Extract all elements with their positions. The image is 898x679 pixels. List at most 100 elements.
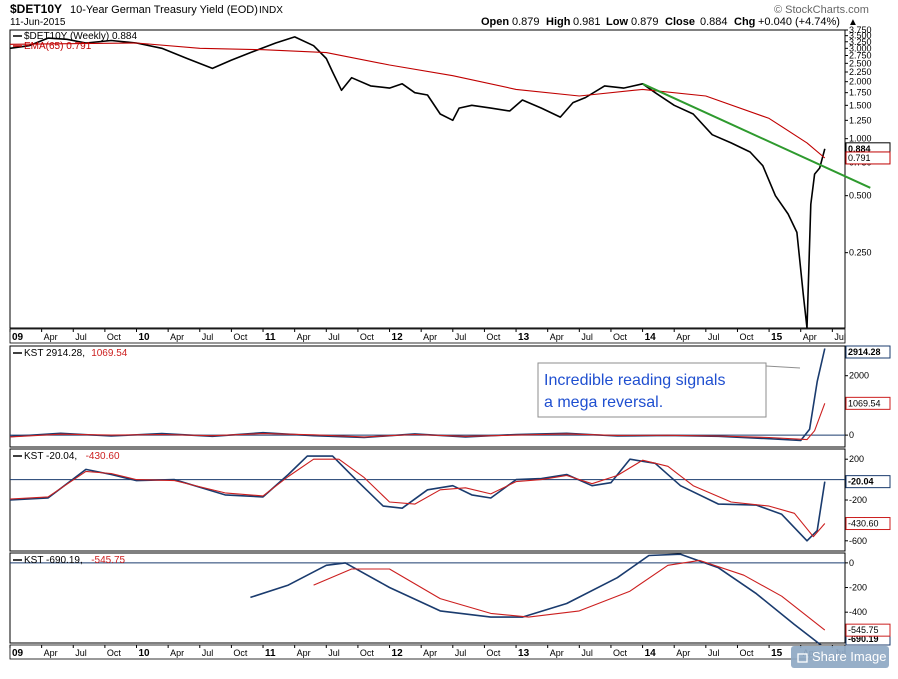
series-line-kst2-1 <box>9 458 826 538</box>
last-value-label: 2914.28 <box>848 347 881 357</box>
last-value-tag <box>845 345 891 359</box>
last-value-tag <box>845 623 891 637</box>
x-month-label: Jul <box>328 648 340 658</box>
series-line-kst3-1 <box>313 559 826 631</box>
annotation-line-2: a mega reversal. <box>544 394 663 411</box>
x-month-label: Jul <box>581 648 593 658</box>
x-month-label: Oct <box>233 648 248 658</box>
x-year-label: 13 <box>518 648 530 659</box>
panel-frame-kst3 <box>9 552 846 644</box>
x-month-label: Oct <box>739 648 754 658</box>
x-month-label: Apr <box>170 648 184 658</box>
last-value-tag <box>845 475 891 489</box>
y-tick-label: 2.500 <box>849 58 872 68</box>
x-year-label: 15 <box>771 332 783 343</box>
close-label: Close <box>665 16 695 28</box>
y-tick-label: 0 <box>849 558 854 568</box>
y-tick-label: 1.000 <box>849 134 872 144</box>
x-year-label: 11 <box>265 648 276 659</box>
x-year-label: 12 <box>392 332 404 343</box>
x-year-label: 11 <box>265 332 276 343</box>
chart-security-name: 10-Year German Treasury Yield (EOD) <box>70 4 258 16</box>
x-month-label: Oct <box>107 332 122 342</box>
last-value-label: -430.60 <box>848 519 879 529</box>
x-month-label: Apr <box>550 648 564 658</box>
y-tick-label: -400 <box>849 607 867 617</box>
x-month-label: Jul <box>75 332 87 342</box>
x-month-label: Apr <box>44 332 58 342</box>
x-month-label: Oct <box>233 332 248 342</box>
series-line-price-0 <box>9 36 826 329</box>
x-month-label: Jul <box>455 332 467 342</box>
x-month-label: Apr <box>44 648 58 658</box>
x-month-label: Apr <box>297 648 311 658</box>
last-value-label: -690.19 <box>848 634 879 644</box>
last-value-label: 0.791 <box>848 153 871 163</box>
share-button-label[interactable]: Share Image <box>812 649 886 664</box>
x-year-label: 14 <box>645 648 657 659</box>
last-value-label: -20.04 <box>848 477 874 487</box>
x-month-label: Jul <box>328 332 340 342</box>
x-month-label: Oct <box>107 648 122 658</box>
stockcharts-logo: © StockCharts.com <box>774 4 869 16</box>
last-value-tag <box>845 396 891 410</box>
x-month-label: Apr <box>676 648 690 658</box>
high-value: 0.981 <box>573 16 601 28</box>
y-tick-label: 200 <box>849 454 864 464</box>
x-month-label: Jul <box>581 332 593 342</box>
x-month-label: Apr <box>550 332 564 342</box>
legend-label-kst: KST 2914.28, <box>24 348 85 359</box>
chart-symbol: $DET10Y <box>10 2 62 16</box>
x-month-label: Apr <box>676 332 690 342</box>
last-value-tag <box>845 517 891 531</box>
y-tick-label: 1.250 <box>849 115 872 125</box>
x-year-label: 13 <box>518 332 530 343</box>
series-line-kst1-1 <box>9 403 826 441</box>
chart-panels: 3.7503.5003.2503.0002.7502.5002.2502.000… <box>9 25 891 660</box>
high-label: High <box>546 16 571 28</box>
x-year-label: 10 <box>139 332 151 343</box>
low-value: 0.879 <box>631 16 659 28</box>
legend-label-kst: KST -690.19, <box>24 555 83 566</box>
legend-label-signal: -545.75 <box>91 555 125 566</box>
series-line-price-1 <box>9 42 826 159</box>
share-button-bg[interactable] <box>791 646 889 668</box>
x-month-label: Jul <box>202 332 214 342</box>
y-tick-label: 0 <box>849 430 854 440</box>
low-label: Low <box>606 16 628 28</box>
open-label: Open <box>481 16 509 28</box>
x-month-label: Jul <box>202 648 214 658</box>
change-value: +0.040 (+4.74%) <box>758 16 840 28</box>
x-month-label: Jul <box>708 648 720 658</box>
annotation-pointer <box>765 365 801 369</box>
panel-frame-kst2 <box>9 448 846 552</box>
share-image-button[interactable]: Share Image <box>791 646 889 668</box>
x-year-label: 14 <box>645 332 657 343</box>
x-year-label: 15 <box>771 648 783 659</box>
y-tick-label: 2.000 <box>849 77 872 87</box>
y-tick-label: -200 <box>849 583 867 593</box>
y-tick-label: 3.500 <box>849 31 872 41</box>
y-tick-label: 1.750 <box>849 88 872 98</box>
x-month-label: Jul <box>708 332 720 342</box>
y-tick-label: 0.250 <box>849 248 872 258</box>
y-tick-label: 0.500 <box>849 191 872 201</box>
change-label: Chg <box>734 16 755 28</box>
x-month-label: Oct <box>613 648 628 658</box>
legend-label-ema: EMA(65) 0.791 <box>24 41 92 52</box>
x-month-label: Apr <box>423 648 437 658</box>
x-month-label: Oct <box>360 648 375 658</box>
y-tick-label: 1.500 <box>849 100 872 110</box>
y-tick-label: 3.000 <box>849 43 872 53</box>
x-month-label: Oct <box>486 332 501 342</box>
x-year-label: 10 <box>139 648 151 659</box>
x-month-label: Jul <box>455 648 467 658</box>
legend-label-price: $DET10Y (Weekly) 0.884 <box>24 31 137 42</box>
x-axis-band-0 <box>9 328 846 344</box>
x-month-label: Apr <box>170 332 184 342</box>
annotation-line-1: Incredible reading signals <box>544 372 725 389</box>
x-month-label: Jul <box>75 648 87 658</box>
x-month-label: Apr <box>803 332 817 342</box>
